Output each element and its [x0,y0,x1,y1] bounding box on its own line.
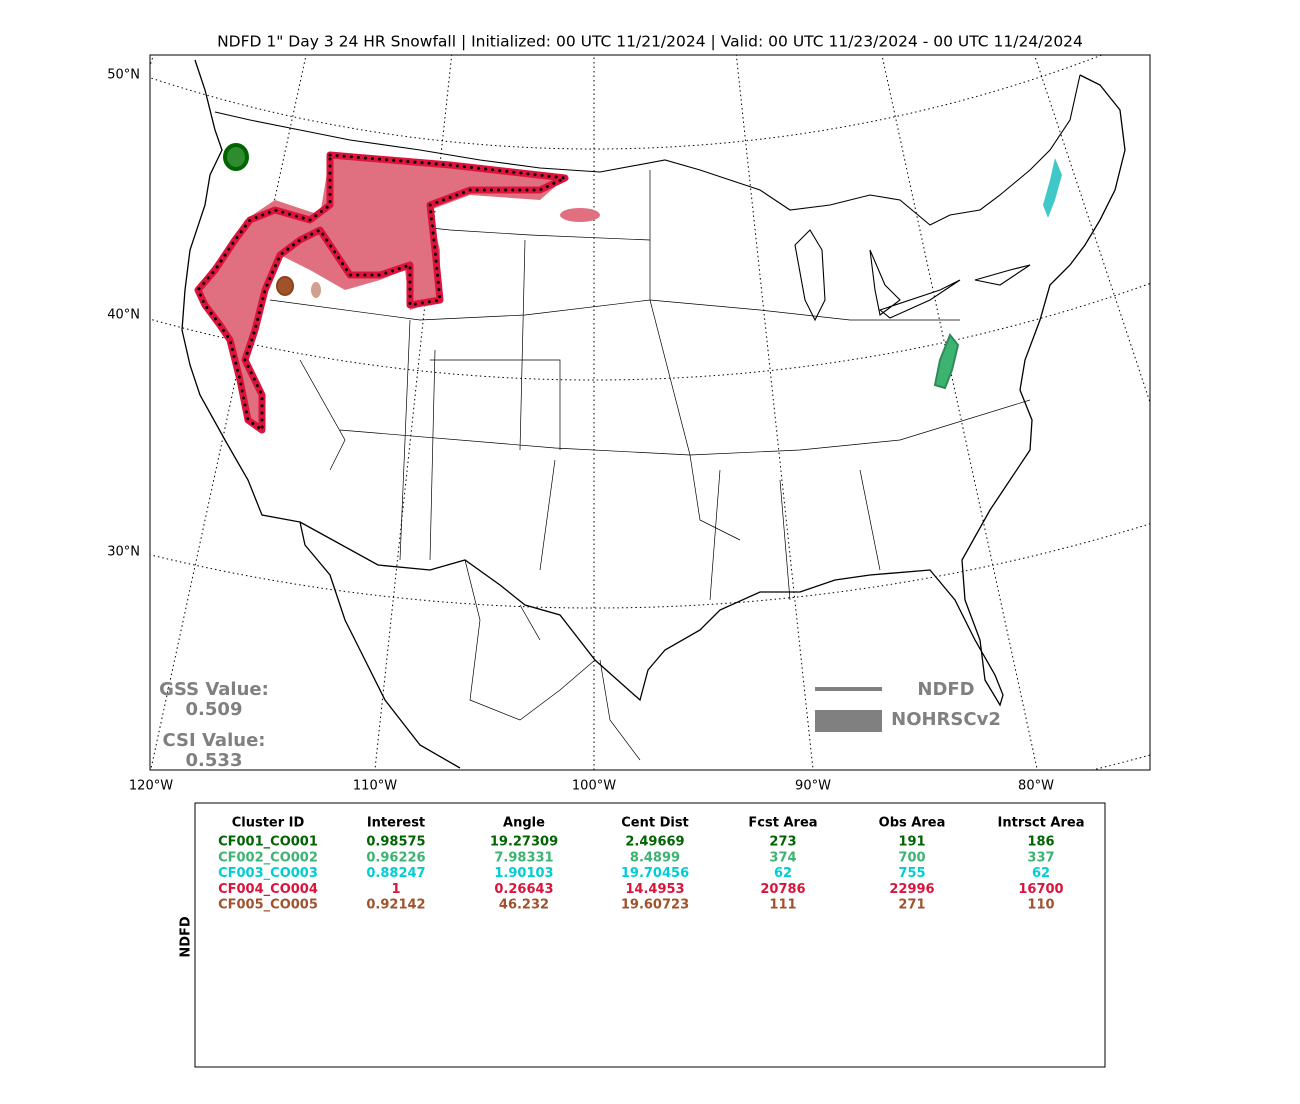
table-cell: 0.88247 [366,866,425,881]
lon-label: 90°W [795,779,831,794]
meridian [594,0,1300,914]
lon-label: 80°W [1018,779,1054,794]
lon-label: 100°W [572,779,616,794]
meridian [735,55,814,770]
lat-label: 50°N [107,68,140,83]
table-cell: 110 [1027,898,1054,913]
legend-patch [815,710,882,732]
table-cell: 14.4953 [625,882,684,897]
lat-label: 30°N [107,545,140,560]
table-cell: 191 [898,835,925,850]
table-header: Cent Dist [621,816,689,831]
table-cell: 1 [391,882,400,897]
table-cell: 374 [769,850,796,865]
table-header: Fcst Area [748,816,817,831]
table: Cluster ID Interest Angle Cent Dist Fcst Are… [218,816,1084,913]
meridian [1033,55,1150,404]
table-cell: 2.49669 [625,835,684,850]
state-lines [261,170,1031,601]
lat-label: 40°N [107,308,140,323]
map-frame [149,54,1151,771]
table-cell: 273 [769,835,796,850]
table-cell: CF002_CO002 [218,850,318,865]
table-cell: 62 [1032,866,1050,881]
table-cell: 337 [1027,850,1054,865]
table-cell: CF004_CO004 [218,882,318,897]
border [214,74,1081,226]
obs-cluster [195,155,565,430]
table-cell: 8.4899 [630,850,680,865]
table-cell: 700 [898,850,925,865]
cluster-5 [276,276,294,296]
cluster-1 [223,143,249,171]
table-cell: 19.27309 [490,835,558,850]
table-side-label: NDFD [179,916,194,958]
great-lakes [794,229,1031,322]
table-cell: 19.70456 [621,866,689,881]
cluster-5-obs [311,282,321,298]
cluster-2 [933,333,960,390]
table-cell: 0.26643 [494,882,553,897]
table-cell: CF003_CO003 [218,866,318,881]
mexico-lines [464,559,641,761]
table-cell: 0.98575 [366,835,425,850]
lon-label: 110°W [353,779,397,794]
table-cell: 111 [769,898,796,913]
csi-label: CSI Value: [163,730,266,751]
table-cell: 19.60723 [621,898,689,913]
gss-label: GSS Value: [159,679,269,700]
legend-label: NOHRSCv2 [891,709,1001,730]
table-header: Cluster ID [232,816,305,831]
lon-label: 120°W [129,779,173,794]
table-cell: 16700 [1018,882,1063,897]
table-cell: 46.232 [499,898,549,913]
scores: GSS Value: 0.509 CSI Value: 0.533 [159,679,269,771]
fcst-cluster-dots [196,153,571,433]
table-frame [194,802,1106,1068]
table-cell: 0.96226 [366,850,425,865]
table-cell: 22996 [889,882,934,897]
cluster-4-obs [560,208,600,222]
table-cell: CF005_CO005 [218,898,318,913]
legend: NDFD NOHRSCv2 [815,679,1001,732]
table-cell: 62 [774,866,792,881]
table-cell: 186 [1027,835,1054,850]
table-cell: 7.98331 [494,850,553,865]
table-cell: 20786 [760,882,805,897]
table-cell: CF001_CO001 [218,835,318,850]
table-header: Intrsct Area [998,816,1085,831]
axis-labels: 50°N 40°N 30°N 120°W 110°W 100°W 90°W 80°W [107,68,1054,794]
title: NDFD 1" Day 3 24 HR Snowfall | Initializ… [217,33,1083,51]
table-cell: 0.92142 [366,898,425,913]
parallel [150,55,1104,150]
table-cell: 755 [898,866,925,881]
gss-value: 0.509 [186,699,243,720]
table-header: Interest [367,816,425,831]
meridian [0,0,594,914]
cluster-3 [1043,158,1062,218]
legend-label: NDFD [917,679,974,700]
csi-value: 0.533 [186,750,243,771]
table-header: Angle [503,816,545,831]
table-cell: 271 [898,898,925,913]
table-header: Obs Area [879,816,946,831]
table-cell: 1.90103 [494,866,553,881]
